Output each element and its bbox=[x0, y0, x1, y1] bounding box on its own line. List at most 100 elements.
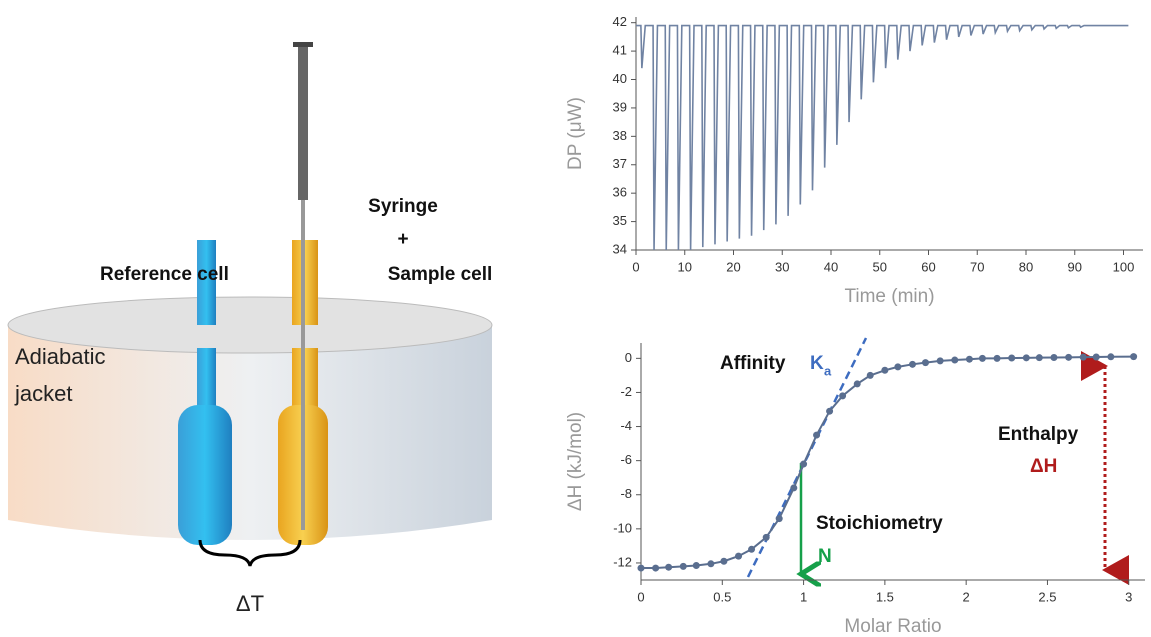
data-point bbox=[707, 560, 715, 568]
data-point bbox=[936, 357, 944, 365]
reference-label: Reference cell bbox=[100, 264, 229, 285]
x-tick-label: 10 bbox=[678, 259, 692, 274]
data-point bbox=[1050, 353, 1058, 361]
delta-t-label: ΔT bbox=[236, 591, 264, 616]
data-point bbox=[692, 562, 700, 570]
syringe-needle bbox=[301, 200, 305, 530]
data-point bbox=[665, 563, 673, 571]
data-point bbox=[735, 552, 743, 560]
x-tick-label: 100 bbox=[1113, 259, 1135, 274]
annotation: a bbox=[824, 363, 832, 378]
syringe-cap bbox=[293, 42, 313, 47]
data-point bbox=[748, 545, 756, 553]
data-point bbox=[1092, 353, 1100, 361]
y-tick-label: -12 bbox=[613, 554, 632, 569]
y-tick-label: 40 bbox=[613, 71, 627, 86]
annotation: Affinity bbox=[720, 353, 786, 374]
plus-label: + bbox=[397, 229, 408, 250]
data-point bbox=[1008, 354, 1016, 362]
y-tick-label: 0 bbox=[625, 350, 632, 365]
x-tick-label: 0 bbox=[637, 589, 644, 604]
data-point bbox=[1065, 353, 1073, 361]
x-axis-title: Time (min) bbox=[844, 286, 934, 307]
data-point bbox=[790, 484, 798, 492]
data-point bbox=[775, 515, 783, 523]
x-tick-label: 20 bbox=[726, 259, 740, 274]
y-tick-label: -6 bbox=[620, 452, 632, 467]
syringe-label: Syringe bbox=[368, 196, 438, 217]
data-point bbox=[866, 371, 874, 379]
y-tick-label: 38 bbox=[613, 128, 627, 143]
sample-label: Sample cell bbox=[388, 264, 493, 285]
jacket-body bbox=[8, 325, 492, 540]
data-point bbox=[800, 460, 808, 468]
x-tick-label: 0 bbox=[632, 259, 639, 274]
x-tick-label: 2.5 bbox=[1038, 589, 1056, 604]
data-point bbox=[826, 407, 834, 415]
annotations: Affinity K a Stoichiometry N Enthalpy ΔH bbox=[720, 337, 1129, 577]
y-tick-label: 35 bbox=[613, 213, 627, 228]
x-tick-label: 70 bbox=[970, 259, 984, 274]
diagram: Reference cell Syringe + Sample cell Adi… bbox=[7, 42, 493, 616]
y-axis-title: ΔH (kJ/mol) bbox=[565, 412, 586, 511]
data-point bbox=[881, 366, 889, 374]
data-point bbox=[909, 360, 917, 368]
jacket-label: jacket bbox=[14, 381, 72, 406]
y-tick-label: -2 bbox=[620, 384, 632, 399]
syringe-barrel bbox=[298, 45, 308, 200]
data-point bbox=[720, 557, 728, 565]
x-tick-label: 60 bbox=[921, 259, 935, 274]
x-tick-label: 0.5 bbox=[713, 589, 731, 604]
data-point bbox=[679, 562, 687, 570]
y-tick-label: 34 bbox=[613, 241, 627, 256]
reference-tube bbox=[197, 240, 216, 325]
data-point bbox=[978, 354, 986, 362]
y-tick-label: 39 bbox=[613, 99, 627, 114]
x-tick-label: 1.5 bbox=[876, 589, 894, 604]
data-point bbox=[1079, 353, 1087, 361]
data-point bbox=[894, 363, 902, 371]
y-tick-label: 42 bbox=[613, 14, 627, 29]
x-tick-label: 3 bbox=[1125, 589, 1132, 604]
data-point bbox=[813, 431, 821, 439]
brace bbox=[198, 539, 302, 567]
x-tick-label: 50 bbox=[873, 259, 887, 274]
data-point bbox=[762, 533, 770, 541]
y-axis-title: DP (μW) bbox=[565, 97, 586, 170]
x-tick-label: 90 bbox=[1068, 259, 1082, 274]
data-point bbox=[1035, 354, 1043, 362]
annotation: N bbox=[818, 546, 832, 567]
data-point bbox=[993, 354, 1001, 362]
y-tick-label: -4 bbox=[620, 418, 632, 433]
y-tick-label: -8 bbox=[620, 486, 632, 501]
jacket-top bbox=[7, 296, 493, 354]
annotation: ΔH bbox=[1030, 456, 1057, 477]
x-tick-label: 1 bbox=[800, 589, 807, 604]
data-point bbox=[637, 564, 645, 572]
annotation: Stoichiometry bbox=[816, 513, 943, 534]
reference-cell bbox=[178, 405, 232, 545]
data-point bbox=[839, 392, 847, 400]
data-point bbox=[853, 380, 861, 388]
data-point bbox=[652, 564, 660, 572]
y-tick-label: 41 bbox=[613, 43, 627, 58]
data-point bbox=[951, 356, 959, 364]
x-axis-title: Molar Ratio bbox=[844, 616, 941, 637]
x-tick-label: 80 bbox=[1019, 259, 1033, 274]
data-point bbox=[1130, 353, 1138, 361]
reference-tube bbox=[197, 348, 216, 410]
data-line bbox=[636, 24, 1129, 251]
data-point bbox=[1107, 353, 1115, 361]
y-tick-label: -10 bbox=[613, 520, 632, 535]
data-point bbox=[965, 355, 973, 363]
x-tick-label: 40 bbox=[824, 259, 838, 274]
annotation: K bbox=[810, 353, 824, 374]
x-tick-label: 2 bbox=[963, 589, 970, 604]
annotation: Enthalpy bbox=[998, 424, 1079, 445]
x-tick-label: 30 bbox=[775, 259, 789, 274]
jacket-label: Adiabatic bbox=[15, 344, 106, 369]
y-tick-label: 37 bbox=[613, 156, 627, 171]
y-tick-label: 36 bbox=[613, 185, 627, 200]
data-point bbox=[1022, 354, 1030, 362]
